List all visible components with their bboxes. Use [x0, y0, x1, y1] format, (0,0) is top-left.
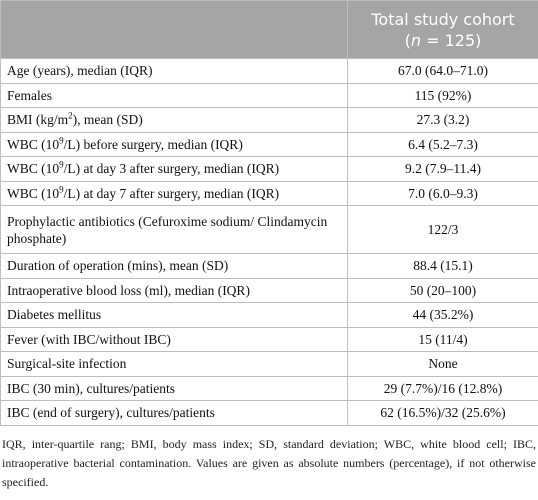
table-row: Age (years), median (IQR) 67.0 (64.0–71.0…: [0, 58, 538, 84]
table-row: Diabetes mellitus 44 (35.2%): [0, 302, 538, 328]
label-text: Age (years), median (IQR): [7, 63, 153, 79]
row-label: Intraoperative blood loss (ml), median (…: [0, 277, 348, 303]
row-label: Age (years), median (IQR): [0, 58, 348, 84]
label-text: Females: [7, 87, 52, 103]
label-text: Surgical-site infection: [7, 356, 127, 372]
table-body: Age (years), median (IQR) 67.0 (64.0–71.0…: [0, 58, 538, 426]
label-text: Intraoperative blood loss (ml), median (…: [7, 282, 250, 298]
row-value: 44 (35.2%): [347, 302, 538, 328]
table-row: IBC (end of surgery), cultures/patients 6…: [0, 400, 538, 426]
table-row: Intraoperative blood loss (ml), median (…: [0, 277, 538, 303]
row-value: None: [347, 351, 538, 377]
row-value: 88.4 (15.1): [347, 253, 538, 279]
table-row: Fever (with IBC/without IBC) 15 (11/4): [0, 326, 538, 352]
label-superscript: 9: [59, 135, 64, 146]
header-row: Total study cohort (n = 125): [0, 0, 538, 59]
label-superscript: 9: [59, 184, 64, 195]
row-value: 9.2 (7.9–11.4): [347, 156, 538, 182]
row-value: 6.4 (5.2–7.3): [347, 131, 538, 157]
row-value: 27.3 (3.2): [347, 107, 538, 133]
row-value: 50 (20–100): [347, 277, 538, 303]
label-superscript: 9: [59, 159, 64, 170]
row-label: Surgical-site infection: [0, 351, 348, 377]
row-label: WBC (109/L) before surgery, median (IQR): [0, 131, 348, 157]
cohort-table: Total study cohort (n = 125) Age (years),…: [0, 0, 538, 426]
row-value: 15 (11/4): [347, 326, 538, 352]
row-value: 7.0 (6.0–9.3): [347, 180, 538, 206]
column-title: Total study cohort: [371, 9, 515, 29]
table-row: WBC (109/L) at day 3 after surgery, medi…: [0, 156, 538, 182]
label-text: ), mean (SD): [72, 112, 143, 128]
label-text: Duration of operation (mins), mean (SD): [7, 258, 229, 274]
label-text: /L) at day 3 after surgery, median (IQR): [63, 161, 280, 177]
column-header: Total study cohort (n = 125): [347, 0, 538, 59]
table-row: WBC (109/L) at day 7 after surgery, medi…: [0, 180, 538, 206]
subtitle-part: (: [404, 30, 411, 50]
row-label: Prophylactic antibiotics (Cefuroxime sod…: [0, 205, 348, 254]
subtitle-italic: n: [410, 30, 422, 50]
table-row: Duration of operation (mins), mean (SD) 8…: [0, 253, 538, 279]
row-value: 29 (7.7%)/16 (12.8%): [347, 375, 538, 401]
label-text: WBC (10: [7, 161, 60, 177]
footnote: IQR, inter-quartile rang; BMI, body mass…: [2, 436, 536, 489]
empty-header: [0, 0, 348, 59]
label-text: /L) at day 7 after surgery, median (IQR): [63, 185, 280, 201]
label-text: IBC (30 min), cultures/patients: [7, 380, 175, 396]
label-text: IBC (end of surgery), cultures/patients: [7, 405, 215, 421]
subtitle-part: = 125): [421, 30, 482, 50]
label-text: BMI (kg/m: [7, 112, 69, 128]
table-row: Surgical-site infection None: [0, 351, 538, 377]
row-value: 115 (92%): [347, 82, 538, 108]
label-text: /L) before surgery, median (IQR): [63, 136, 243, 152]
column-subtitle: (n = 125): [405, 31, 482, 50]
label-text: Prophylactic antibiotics (Cefuroxime sod…: [7, 213, 328, 246]
label-text: WBC (10: [7, 136, 60, 152]
row-value: 122/3: [347, 205, 538, 254]
row-value: 67.0 (64.0–71.0): [347, 58, 538, 84]
row-label: Duration of operation (mins), mean (SD): [0, 253, 348, 279]
label-text: WBC (10: [7, 185, 60, 201]
row-label: WBC (109/L) at day 7 after surgery, medi…: [0, 180, 348, 206]
label-text: Diabetes mellitus: [7, 307, 102, 323]
table-row: Females 115 (92%): [0, 82, 538, 108]
row-label: Females: [0, 82, 348, 108]
row-value: 62 (16.5%)/32 (25.6%): [347, 400, 538, 426]
table-row: Prophylactic antibiotics (Cefuroxime sod…: [0, 205, 538, 254]
row-label: Diabetes mellitus: [0, 302, 348, 328]
table-row: IBC (30 min), cultures/patients 29 (7.7%)…: [0, 375, 538, 401]
row-label: Fever (with IBC/without IBC): [0, 326, 348, 352]
table-row: BMI (kg/m2), mean (SD) 27.3 (3.2): [0, 107, 538, 133]
row-label: IBC (30 min), cultures/patients: [0, 375, 348, 401]
table-row: WBC (109/L) before surgery, median (IQR)…: [0, 131, 538, 157]
label-text: Fever (with IBC/without IBC): [7, 331, 171, 347]
row-label: WBC (109/L) at day 3 after surgery, medi…: [0, 156, 348, 182]
label-superscript: 2: [68, 110, 73, 121]
row-label: IBC (end of surgery), cultures/patients: [0, 400, 348, 426]
row-label: BMI (kg/m2), mean (SD): [0, 107, 348, 133]
